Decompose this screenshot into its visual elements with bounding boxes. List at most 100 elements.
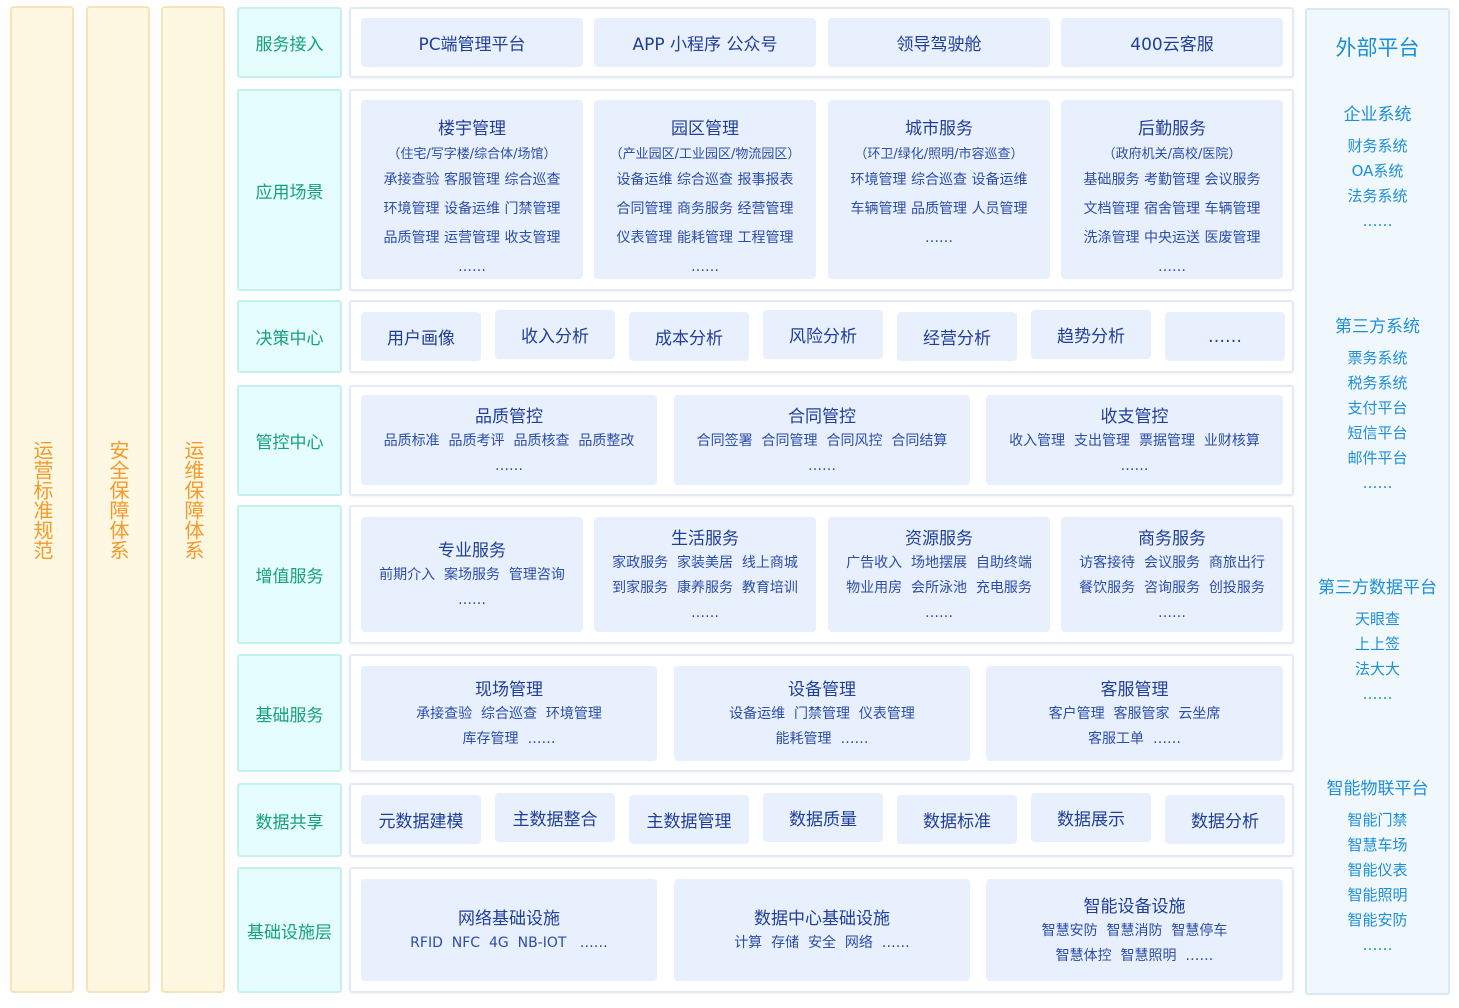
module-card[interactable]: 收支管控收入管理 支出管理 票据管理 业财核算 …… — [986, 395, 1283, 485]
module-card[interactable]: 合同管控 合同签署 合同管理 合同风控 合同结算 …… — [674, 395, 970, 485]
module-item-row: 车辆管理 品质管理 人员管理 — [850, 201, 1028, 217]
module-card[interactable]: 数据分析 — [1165, 795, 1285, 844]
pillar-maintenance-system: 运维保障体系 — [161, 6, 225, 993]
module-title: 400云客服 — [1130, 35, 1214, 55]
external-group: 智能物联平台 智能门禁智慧车场智能仪表智能照明智能安防 …… — [1307, 776, 1448, 958]
module-item-row: 客户管理 客服管家 云坐席 — [1048, 706, 1221, 722]
module-card[interactable]: 领导驾驶舱 — [828, 18, 1050, 67]
layer-label-basic-services: 基础服务 — [237, 654, 342, 772]
module-subtitle: （产业园区/工业园区/物流园区） — [609, 147, 801, 162]
module-card[interactable]: 园区管理 （产业园区/工业园区/物流园区） 设备运维 综合巡查 报事报表 合同管理 商… — [594, 100, 816, 279]
module-title: 专业服务 — [438, 541, 506, 561]
module-card[interactable]: 网络基础设施 RFID NFC 4G NB-IOT …… — [361, 879, 657, 981]
module-card[interactable]: 成本分析 — [629, 312, 749, 361]
module-item-row: …… — [1120, 457, 1149, 474]
external-system-item[interactable]: …… — [1362, 936, 1393, 954]
module-item-row: 环境管理 设备运维 门禁管理 — [383, 201, 561, 217]
external-system-item[interactable]: 法务系统 — [1347, 187, 1408, 205]
external-system-item[interactable]: 财务系统 — [1347, 137, 1408, 155]
module-item-row: 合同签署 合同管理 合同风控 合同结算 — [696, 432, 948, 449]
module-card[interactable]: 数据展示 — [1031, 793, 1151, 842]
module-item-row: 到家服务 康养服务 教育培训 — [612, 579, 798, 596]
module-card[interactable]: 专业服务 前期介入 案场服务 管理咨询 …… — [361, 517, 583, 632]
external-system-item[interactable]: 邮件平台 — [1347, 449, 1408, 467]
module-title: PC端管理平台 — [418, 35, 526, 55]
module-item-row: 智慧体控 智慧照明 …… — [1055, 947, 1214, 964]
module-title: 智能设备设施 — [1083, 896, 1186, 917]
external-group: 第三方系统票务系统税务系统支付平台短信平台邮件平台 …… — [1307, 314, 1448, 496]
external-system-item[interactable]: OA系统 — [1351, 162, 1404, 180]
external-system-item[interactable]: …… — [1362, 685, 1393, 703]
external-system-item[interactable]: 智能仪表 — [1347, 861, 1408, 879]
module-card[interactable]: 数据标准 — [897, 795, 1017, 844]
module-card[interactable]: 生活服务 家政服务 家装美居 线上商城 到家服务 康养服务 教育培训 …… — [594, 517, 816, 632]
external-system-item[interactable]: 智能照明 — [1347, 886, 1408, 904]
external-system-item[interactable]: 上上签 — [1354, 635, 1400, 653]
module-card[interactable]: 智能设备设施 智慧安防 智慧消防 智慧停车 智慧体控 智慧照明 …… — [986, 879, 1283, 981]
module-card[interactable]: 收入分析 — [495, 310, 615, 359]
module-card[interactable]: 设备管理 设备运维 门禁管理 仪表管理 能耗管理 …… — [674, 666, 970, 761]
external-system-item[interactable]: 智慧车场 — [1347, 836, 1408, 854]
module-card[interactable]: 风险分析 — [763, 310, 883, 359]
external-system-item[interactable]: …… — [1362, 212, 1393, 230]
external-platform-panel: 外部平台 企业系统 财务系统 OA系统 法务系统…… 第三方系统 票务系统 税务系统 支付平台… — [1305, 8, 1450, 995]
module-card[interactable]: 数据质量 — [763, 793, 883, 842]
module-card[interactable]: 数据中心基础设施计算 存储 安全 网络 …… — [674, 879, 970, 981]
external-system-item[interactable]: 法大大 — [1354, 660, 1400, 678]
pillar-label: 安全保障体系 — [106, 439, 130, 560]
module-title: 客服管理 — [1100, 680, 1169, 700]
external-system-item[interactable]: 智能安防 — [1347, 911, 1408, 929]
module-card[interactable]: 经营分析 — [897, 312, 1017, 361]
module-item-row: 物业用房 会所泳池 充电服务 — [846, 579, 1032, 596]
pillar-label: 运维保障体系 — [181, 439, 205, 560]
module-card[interactable]: 城市服务 （环卫/绿化/照明/市容巡查） 环境管理 综合巡查 设备运维 车辆管理 品质… — [828, 100, 1050, 279]
module-card[interactable]: APP 小程序 公众号 — [594, 18, 816, 67]
module-item-row: …… — [1158, 604, 1186, 621]
module-card[interactable]: 楼宇管理 （住宅/写字楼/综合体/场馆） 承接查验 客服管理 综合巡查 环境管理 设备… — [361, 100, 583, 279]
module-card[interactable]: 趋势分析 — [1031, 310, 1151, 359]
module-item-row: 收入管理 支出管理 票据管理 业财核算 — [1009, 432, 1260, 449]
module-title: 主数据整合 — [512, 810, 598, 830]
module-item-row: …… — [925, 230, 953, 246]
module-card[interactable]: 品质管控 品质标准 品质考评 品质核查 品质整改 …… — [361, 395, 657, 485]
external-system-item[interactable]: …… — [1362, 474, 1393, 492]
external-group-title: 第三方系统 — [1335, 317, 1420, 337]
module-item-row: …… — [458, 592, 486, 608]
module-card[interactable]: 后勤服务 （政府机关/高校/医院） 基础服务 考勤管理 会议服务 文档管理 宿舍管理 … — [1061, 100, 1283, 279]
layer-label-data-sharing: 数据共享 — [237, 783, 342, 857]
module-title: 品质管控 — [475, 406, 543, 427]
module-card[interactable]: 资源服务 广告收入 场地摆展 自助终端 物业用房 会所泳池 充电服务 …… — [828, 517, 1050, 632]
external-system-item[interactable]: 票务系统 — [1347, 349, 1408, 367]
external-system-item[interactable]: 智能门禁 — [1347, 811, 1408, 829]
module-item-row: 计算 存储 安全 网络 …… — [734, 935, 910, 951]
module-card[interactable]: 主数据整合 — [495, 793, 615, 842]
module-card[interactable]: …… — [1165, 312, 1285, 361]
external-system-item[interactable]: 短信平台 — [1347, 424, 1408, 442]
module-title: 数据中心基础设施 — [754, 909, 890, 929]
pillar-security-system: 安全保障体系 — [86, 6, 150, 993]
module-item-row: 基础服务 考勤管理 会议服务 — [1083, 172, 1261, 188]
module-item-row: 仪表管理 能耗管理 工程管理 — [616, 230, 794, 246]
module-card[interactable]: 元数据建模 — [361, 795, 481, 844]
module-title: 收支管控 — [1100, 406, 1169, 427]
module-title: 元数据建模 — [378, 812, 464, 832]
module-title: 领导驾驶舱 — [896, 35, 982, 55]
module-item-row: 家政服务 家装美居 线上商城 — [612, 554, 798, 571]
external-system-item[interactable]: 税务系统 — [1347, 374, 1408, 392]
module-card[interactable]: 现场管理 承接查验 综合巡查 环境管理 库存管理 …… — [361, 666, 657, 761]
module-item-row: 环境管理 综合巡查 设备运维 — [850, 172, 1028, 188]
module-card[interactable]: 400云客服 — [1061, 18, 1283, 67]
module-subtitle: （住宅/写字楼/综合体/场馆） — [387, 147, 557, 162]
external-system-item[interactable]: 天眼查 — [1354, 610, 1400, 628]
module-card[interactable]: 主数据管理 — [629, 795, 749, 844]
external-system-item[interactable]: 支付平台 — [1347, 399, 1408, 417]
module-title: 趋势分析 — [1057, 327, 1125, 347]
external-group-title: 智能物联平台 — [1326, 779, 1429, 799]
module-card[interactable]: PC端管理平台 — [361, 18, 583, 67]
module-card[interactable]: 客服管理 客户管理 客服管家 云坐席 客服工单 …… — [986, 666, 1283, 761]
module-title: 数据质量 — [789, 810, 857, 830]
module-title: 主数据管理 — [646, 812, 732, 832]
module-card[interactable]: 用户画像 — [361, 312, 481, 361]
module-subtitle: （政府机关/高校/医院） — [1102, 147, 1242, 162]
module-card[interactable]: 商务服务 访客接待 会议服务 商旅出行 餐饮服务 咨询服务 创投服务 …… — [1061, 517, 1283, 632]
